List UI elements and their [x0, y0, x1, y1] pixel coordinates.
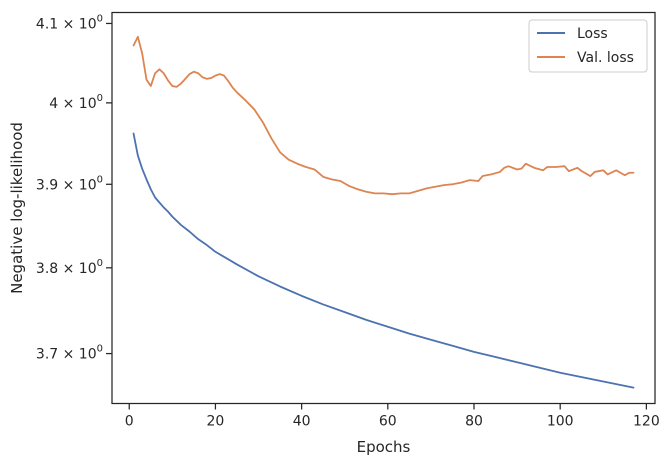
series-line-loss: [132, 132, 635, 389]
y-tick-label: 4.1 × 100: [36, 13, 103, 32]
y-tick-label: 3.9 × 100: [36, 174, 103, 193]
series-line-val-loss: [132, 35, 635, 196]
legend-label-loss: Loss: [577, 26, 608, 42]
y-axis-label: Negative log-likelihood: [8, 122, 26, 294]
y-tick-label: 4 × 100: [49, 93, 103, 112]
x-tick-label: 80: [465, 414, 483, 430]
plot-frame: [111, 11, 656, 405]
plot-area: [132, 35, 635, 389]
y-tick-label: 3.7 × 100: [36, 344, 103, 363]
x-tick-label: 0: [125, 414, 134, 430]
x-tick-label: 40: [293, 414, 311, 430]
x-tick-label: 120: [633, 414, 660, 430]
x-tick-label: 60: [379, 414, 397, 430]
y-tick-label: 3.8 × 100: [36, 258, 103, 277]
legend-label-val-loss: Val. loss: [577, 50, 634, 66]
x-tick-label: 20: [207, 414, 225, 430]
legend: Loss Val. loss: [528, 19, 648, 73]
x-axis-label: Epochs: [357, 438, 411, 456]
ticks-layer: 0 20 40 60 80 100 120 3.7 × 100 3.8 × 100 3.9 × 1…: [36, 13, 660, 429]
x-tick-label: 100: [547, 414, 574, 430]
